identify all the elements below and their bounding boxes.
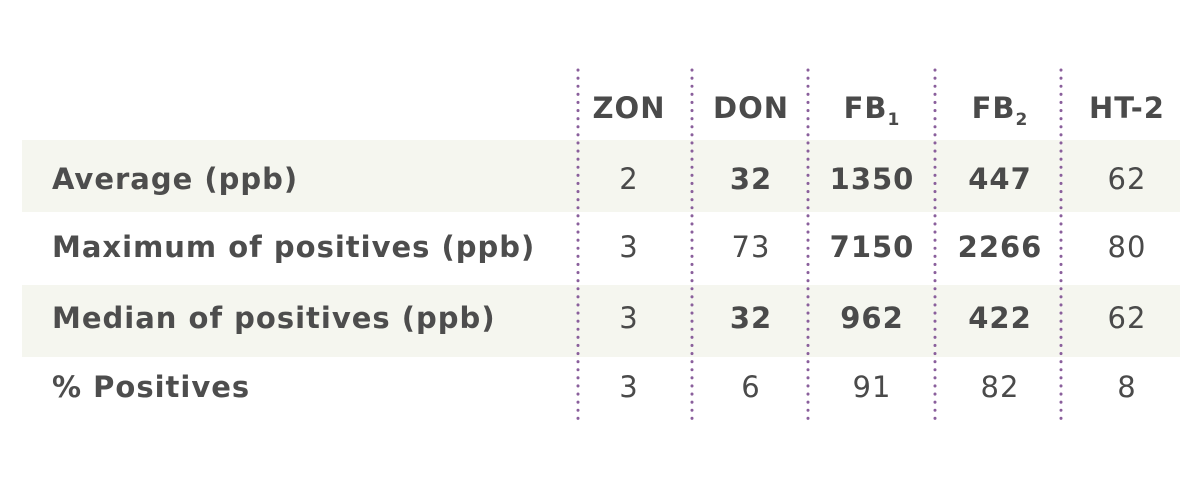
- row-label: Median of positives (ppb): [52, 301, 496, 335]
- column-header: DON: [713, 91, 789, 125]
- cell-value: 2266: [958, 230, 1043, 264]
- header-subscript: 1: [888, 110, 901, 130]
- cell-value: 3: [619, 370, 638, 404]
- row-label: Maximum of positives (ppb): [52, 230, 535, 264]
- header-label: FB: [972, 91, 1016, 125]
- header-label: ZON: [593, 91, 666, 125]
- header-label: DON: [713, 91, 789, 125]
- cell-value: 8: [1117, 370, 1136, 404]
- cell-value: 962: [840, 301, 904, 335]
- cell-value: 1350: [830, 162, 915, 196]
- cell-value: 6: [741, 370, 760, 404]
- header-subscript: 2: [1016, 110, 1029, 130]
- column-header: FB1: [844, 91, 901, 130]
- row-shade: [22, 285, 1180, 357]
- row-shade: [22, 140, 1180, 212]
- cell-value: 73: [732, 230, 771, 264]
- cell-value: 62: [1108, 301, 1147, 335]
- cell-value: 3: [619, 301, 638, 335]
- cell-value: 91: [853, 370, 892, 404]
- cell-value: 422: [968, 301, 1032, 335]
- cell-value: 32: [730, 301, 772, 335]
- header-label: FB: [844, 91, 888, 125]
- column-header: HT-2: [1089, 91, 1165, 125]
- cell-value: 447: [968, 162, 1032, 196]
- header-label: HT-2: [1089, 91, 1165, 125]
- column-header: FB2: [972, 91, 1029, 130]
- column-header: ZON: [593, 91, 666, 125]
- cell-value: 82: [981, 370, 1020, 404]
- cell-value: 3: [619, 230, 638, 264]
- row-label: % Positives: [52, 370, 250, 404]
- cell-value: 32: [730, 162, 772, 196]
- row-label: Average (ppb): [52, 162, 298, 196]
- cell-value: 7150: [830, 230, 915, 264]
- cell-value: 80: [1108, 230, 1147, 264]
- cell-value: 2: [619, 162, 638, 196]
- cell-value: 62: [1108, 162, 1147, 196]
